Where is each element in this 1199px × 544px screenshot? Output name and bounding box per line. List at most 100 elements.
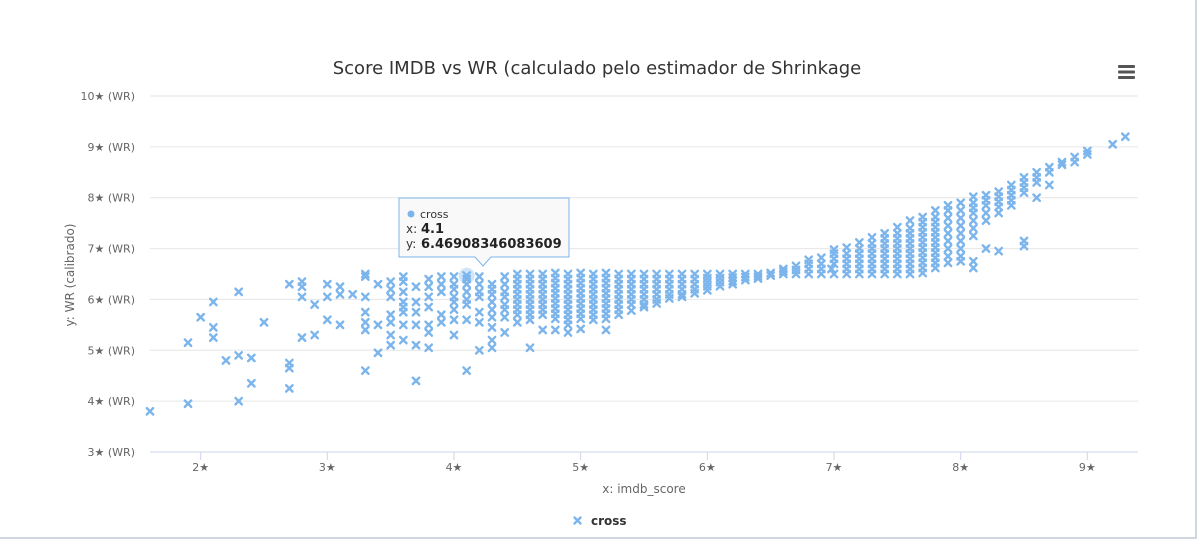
scatter-point[interactable] bbox=[398, 277, 408, 287]
scatter-point[interactable] bbox=[956, 228, 966, 238]
scatter-point[interactable] bbox=[449, 284, 459, 294]
scatter-point[interactable] bbox=[360, 325, 370, 335]
scatter-point[interactable] bbox=[500, 328, 510, 337]
scatter-point[interactable] bbox=[968, 256, 978, 266]
scatter-point[interactable] bbox=[943, 213, 953, 223]
scatter-point[interactable] bbox=[360, 269, 370, 279]
scatter-point[interactable] bbox=[424, 302, 434, 312]
scatter-point[interactable] bbox=[778, 267, 788, 276]
scatter-point[interactable] bbox=[1019, 236, 1029, 246]
scatter-point[interactable] bbox=[411, 307, 421, 317]
scatter-point[interactable] bbox=[804, 255, 814, 265]
scatter-point[interactable] bbox=[956, 198, 966, 208]
scatter-point[interactable] bbox=[424, 292, 434, 302]
scatter-point[interactable] bbox=[702, 285, 712, 295]
scatter-point[interactable] bbox=[1108, 139, 1118, 149]
scatter-point[interactable] bbox=[766, 268, 776, 278]
scatter-point[interactable] bbox=[398, 320, 408, 330]
scatter-point[interactable] bbox=[994, 246, 1004, 256]
scatter-point[interactable] bbox=[943, 236, 953, 246]
scatter-point[interactable] bbox=[436, 287, 446, 297]
scatter-point[interactable] bbox=[1032, 167, 1042, 177]
scatter-point[interactable] bbox=[386, 330, 396, 340]
scatter-point[interactable] bbox=[943, 258, 953, 268]
scatter-point[interactable] bbox=[310, 300, 320, 309]
scatter-point[interactable] bbox=[360, 292, 370, 302]
scatter-point[interactable] bbox=[981, 216, 991, 225]
scatter-point[interactable] bbox=[867, 232, 877, 242]
scatter-point[interactable] bbox=[398, 335, 408, 345]
scatter-point[interactable] bbox=[576, 314, 586, 324]
scatter-point[interactable] bbox=[525, 315, 535, 325]
scatter-point[interactable] bbox=[994, 187, 1004, 197]
scatter-point[interactable] bbox=[918, 212, 928, 222]
scatter-point[interactable] bbox=[411, 340, 421, 350]
scatter-point[interactable] bbox=[398, 287, 408, 297]
scatter-point[interactable] bbox=[348, 289, 358, 299]
scatter-point[interactable] bbox=[449, 297, 459, 307]
scatter-point[interactable] bbox=[500, 305, 510, 314]
scatter-point[interactable] bbox=[183, 338, 193, 348]
scatter-point[interactable] bbox=[816, 253, 826, 263]
scatter-point[interactable] bbox=[550, 325, 560, 335]
scatter-point[interactable] bbox=[360, 272, 370, 281]
scatter-point[interactable] bbox=[145, 406, 155, 416]
scatter-point[interactable] bbox=[411, 376, 421, 386]
scatter-point[interactable] bbox=[981, 190, 991, 200]
scatter-point[interactable] bbox=[791, 261, 801, 271]
scatter-point[interactable] bbox=[297, 333, 307, 342]
scatter-point[interactable] bbox=[512, 310, 522, 320]
scatter-point[interactable] bbox=[436, 310, 446, 320]
scatter-point[interactable] bbox=[930, 212, 940, 222]
scatter-point[interactable] bbox=[487, 312, 497, 322]
scatter-point[interactable] bbox=[715, 281, 725, 291]
scatter-point[interactable] bbox=[436, 317, 446, 327]
scatter-point[interactable] bbox=[411, 320, 421, 330]
scatter-point[interactable] bbox=[601, 325, 611, 335]
scatter-point[interactable] bbox=[563, 320, 573, 330]
scatter-point[interactable] bbox=[246, 353, 256, 363]
scatter-point[interactable] bbox=[968, 223, 978, 233]
scatter-point[interactable] bbox=[208, 333, 218, 342]
scatter-point[interactable] bbox=[284, 279, 294, 289]
scatter-point[interactable] bbox=[943, 221, 953, 231]
scatter-point[interactable] bbox=[1006, 180, 1016, 190]
scatter-point[interactable] bbox=[968, 192, 978, 202]
scatter-point[interactable] bbox=[968, 263, 978, 273]
scatter-point[interactable] bbox=[487, 305, 497, 314]
scatter-point[interactable] bbox=[827, 264, 836, 274]
scatter-point[interactable] bbox=[943, 228, 953, 238]
scatter-point[interactable] bbox=[968, 231, 978, 241]
scatter-point[interactable] bbox=[424, 320, 434, 330]
scatter-point[interactable] bbox=[221, 356, 231, 365]
scatter-point[interactable] bbox=[474, 279, 484, 289]
scatter-point[interactable] bbox=[1057, 160, 1067, 170]
scatter-point[interactable] bbox=[538, 310, 548, 320]
scatter-point[interactable] bbox=[500, 292, 510, 302]
scatter-point[interactable] bbox=[563, 328, 573, 337]
scatter-point[interactable] bbox=[474, 317, 484, 327]
scatter-point[interactable] bbox=[1057, 157, 1067, 167]
scatter-point[interactable] bbox=[449, 272, 459, 281]
scatter-point[interactable] bbox=[639, 300, 649, 309]
scatter-point[interactable] bbox=[968, 198, 978, 208]
scatter-point[interactable] bbox=[462, 287, 472, 297]
scatter-point[interactable] bbox=[234, 350, 244, 360]
scatter-point[interactable] bbox=[956, 221, 966, 231]
scatter-point[interactable] bbox=[981, 244, 991, 253]
scatter-point[interactable] bbox=[829, 269, 839, 279]
scatter-point[interactable] bbox=[322, 315, 332, 325]
scatter-point[interactable] bbox=[335, 289, 345, 299]
scatter-point[interactable] bbox=[474, 272, 484, 281]
scatter-point[interactable] bbox=[1082, 146, 1092, 156]
scatter-point[interactable] bbox=[436, 279, 446, 289]
scatter-point[interactable] bbox=[639, 302, 649, 312]
scatter-point[interactable] bbox=[424, 328, 434, 337]
scatter-point[interactable] bbox=[310, 330, 320, 340]
scatter-point[interactable] bbox=[956, 206, 966, 215]
scatter-point[interactable] bbox=[474, 292, 484, 302]
scatter-point[interactable] bbox=[297, 292, 307, 302]
scatter-point[interactable] bbox=[297, 282, 307, 292]
scatter-point[interactable] bbox=[234, 396, 244, 406]
scatter-point[interactable] bbox=[462, 315, 472, 325]
